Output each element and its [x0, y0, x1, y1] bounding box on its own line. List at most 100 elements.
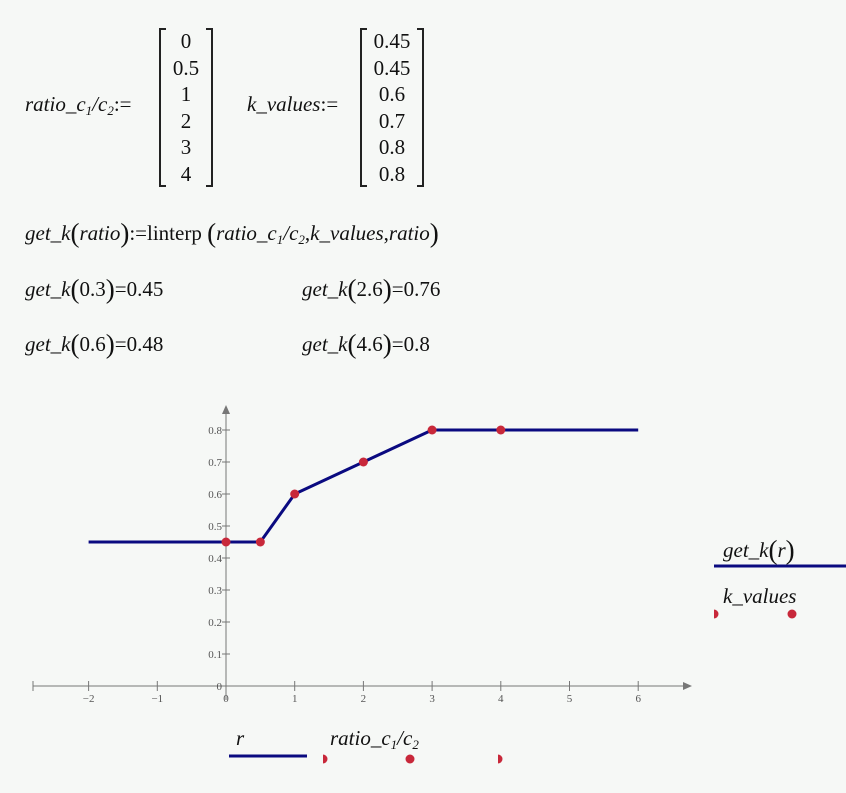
matrix-cell[interactable]: 0.5 [172, 55, 200, 80]
y-axis-arrow [222, 405, 230, 414]
equals: = [391, 277, 404, 301]
eval-result: 0.48 [126, 332, 164, 356]
evaluation[interactable]: get_k(4.6)=0.8 [302, 329, 430, 360]
paren: ( [207, 218, 217, 248]
paren: ( [70, 218, 80, 248]
bracket-cap [161, 28, 166, 30]
series-line-get-k [88, 428, 639, 544]
x-tick-label: 0 [223, 693, 229, 705]
paren: ) [120, 218, 130, 248]
legend-text: get_k [723, 538, 769, 562]
evaluation[interactable]: get_k(0.3)=0.45 [25, 274, 163, 305]
arg-k-values: k_values [310, 221, 384, 245]
k-name: k_values [247, 92, 321, 116]
x-tick-label: 4 [498, 693, 504, 705]
y-tick-label: 0.4 [208, 553, 222, 565]
ratio-name: ratio_c [25, 92, 86, 116]
eval-arg: 0.3 [79, 277, 106, 301]
legend-x2-label[interactable]: ratio_c1/c2 [330, 726, 419, 753]
paren: ) [785, 535, 795, 565]
matrix-cell[interactable]: 0.7 [378, 108, 406, 133]
assign-operator: := [320, 92, 339, 116]
bracket-cap [206, 28, 211, 30]
paren: ) [105, 274, 115, 304]
matrix-cell[interactable]: 0.45 [373, 29, 411, 53]
x-tick-label: 3 [429, 693, 435, 705]
legend-y1-label[interactable]: get_k(r) [723, 535, 795, 566]
function-name: get_k [25, 221, 71, 245]
legend-x1-label[interactable]: r [236, 726, 244, 751]
slash: /c [283, 221, 299, 245]
assign-operator: := [129, 221, 148, 245]
matrix-cell[interactable]: 0.45 [373, 55, 411, 80]
eval-arg: 0.6 [79, 332, 106, 356]
legend-point-swatch [787, 609, 797, 619]
k-values-matrix[interactable]: 0.45 0.45 0.6 0.7 0.8 0.8 [360, 28, 424, 187]
ratio-definition-label: ratio_c1/c2:= [25, 92, 132, 119]
function-definition[interactable]: get_k(ratio):=linterp (ratio_c1/c2,k_val… [25, 218, 439, 249]
eval-arg: 4.6 [356, 332, 383, 356]
x-tick-label: −2 [83, 693, 95, 705]
legend-text: r [777, 538, 786, 562]
data-point [221, 537, 231, 547]
equals: = [114, 277, 127, 301]
x-tick-label: 6 [635, 693, 641, 705]
function-name: get_k [302, 277, 348, 301]
matrix-cell[interactable]: 1 [180, 82, 192, 106]
paren: ( [347, 274, 357, 304]
sub: 1 [85, 103, 93, 118]
paren: ) [105, 329, 115, 359]
data-point [358, 457, 368, 467]
function-name: get_k [25, 277, 71, 301]
eval-arg: 2.6 [356, 277, 383, 301]
legend-point-swatch [323, 754, 328, 764]
k-definition-label: k_values:= [247, 92, 338, 117]
legend-y2-label[interactable]: k_values [723, 584, 796, 609]
legend-point-swatch [714, 609, 719, 619]
bracket-cap [161, 185, 166, 187]
equals: = [114, 332, 127, 356]
matrix-cell[interactable]: 0 [180, 29, 192, 53]
x-tick-label: 1 [292, 693, 298, 705]
evaluation[interactable]: get_k(0.6)=0.48 [25, 329, 163, 360]
y-tick-label: 0.5 [208, 521, 222, 533]
x-tick-label: 5 [567, 693, 573, 705]
function-arg: ratio [79, 221, 121, 245]
function-name: get_k [302, 332, 348, 356]
paren: ( [347, 329, 357, 359]
paren: ( [70, 329, 80, 359]
matrix-cell[interactable]: 2 [180, 108, 192, 133]
y-tick-label: 0.3 [208, 585, 222, 597]
paren: ( [768, 535, 778, 565]
eval-result: 0.45 [126, 277, 164, 301]
arg-ratio: ratio_c [216, 221, 277, 245]
bracket-cap [417, 185, 422, 187]
x-tick-label: −1 [151, 693, 163, 705]
comma: , [304, 221, 311, 245]
x-axis-arrow [683, 682, 692, 690]
y-tick-label: 0.1 [208, 649, 222, 661]
equals: = [391, 332, 404, 356]
matrix-cell[interactable]: 3 [180, 135, 192, 159]
matrix-cell[interactable]: 0.8 [378, 161, 406, 186]
linterp-function: linterp [147, 221, 202, 245]
matrix-cell[interactable]: 0.8 [378, 135, 406, 159]
sub: 2 [107, 103, 114, 118]
eval-result: 0.76 [403, 277, 441, 301]
y-tick-label: 0 [217, 681, 223, 693]
eval-result: 0.8 [403, 332, 430, 356]
function-name: get_k [25, 332, 71, 356]
legend-text: k_values [723, 584, 797, 608]
legend-text: r [236, 726, 245, 750]
matrix-cell[interactable]: 0.6 [378, 82, 406, 106]
ratio-matrix[interactable]: 0 0.5 1 2 3 4 [159, 28, 213, 187]
sub: 2 [298, 232, 305, 247]
matrix-cell[interactable]: 4 [180, 161, 192, 186]
data-point [290, 489, 300, 499]
evaluation[interactable]: get_k(2.6)=0.76 [302, 274, 440, 305]
y-tick-label: 0.8 [208, 425, 222, 437]
data-point [496, 425, 506, 435]
slash: /c [92, 92, 108, 116]
bracket-cap [206, 185, 211, 187]
